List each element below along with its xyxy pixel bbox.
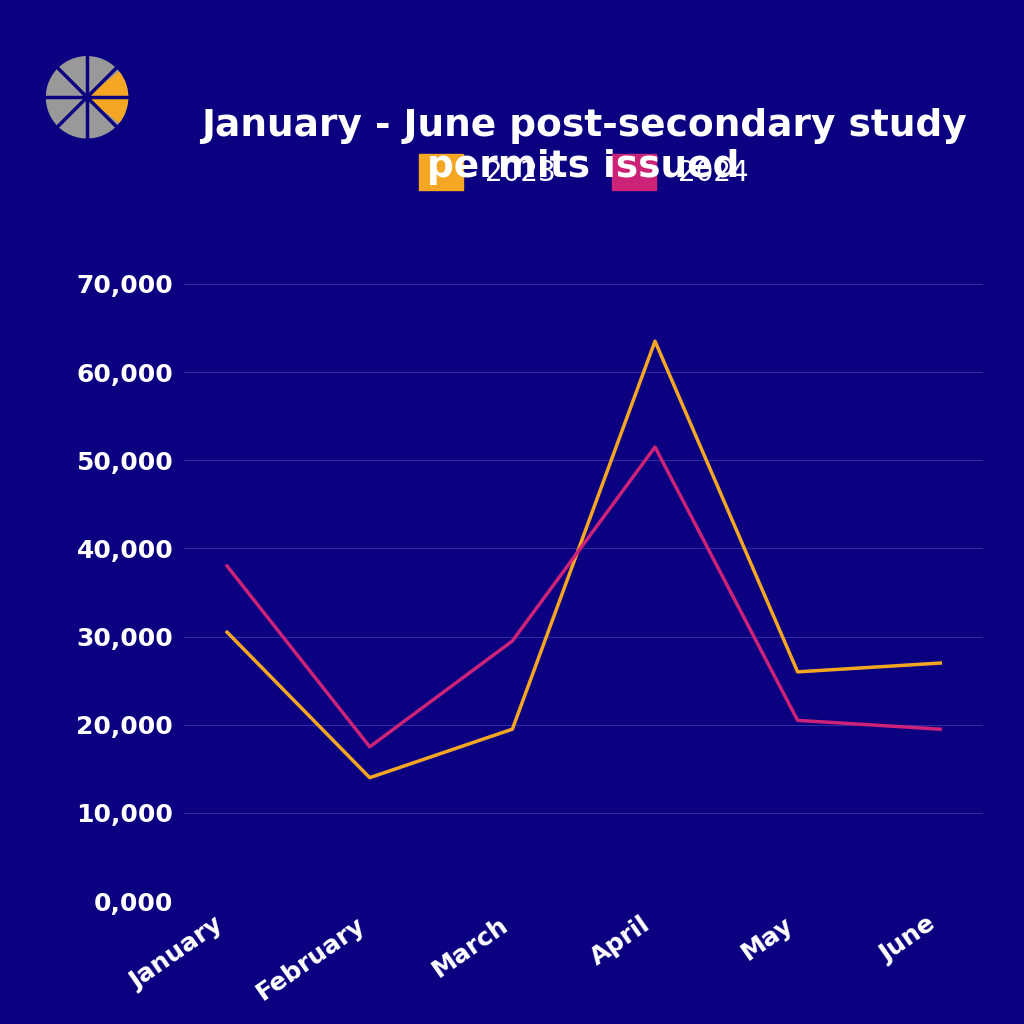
Wedge shape (87, 73, 128, 122)
Circle shape (84, 94, 90, 100)
Text: January - June post-secondary study
permits issued: January - June post-secondary study perm… (201, 108, 967, 185)
Legend: 2023, 2024: 2023, 2024 (404, 140, 763, 204)
Circle shape (46, 56, 128, 138)
